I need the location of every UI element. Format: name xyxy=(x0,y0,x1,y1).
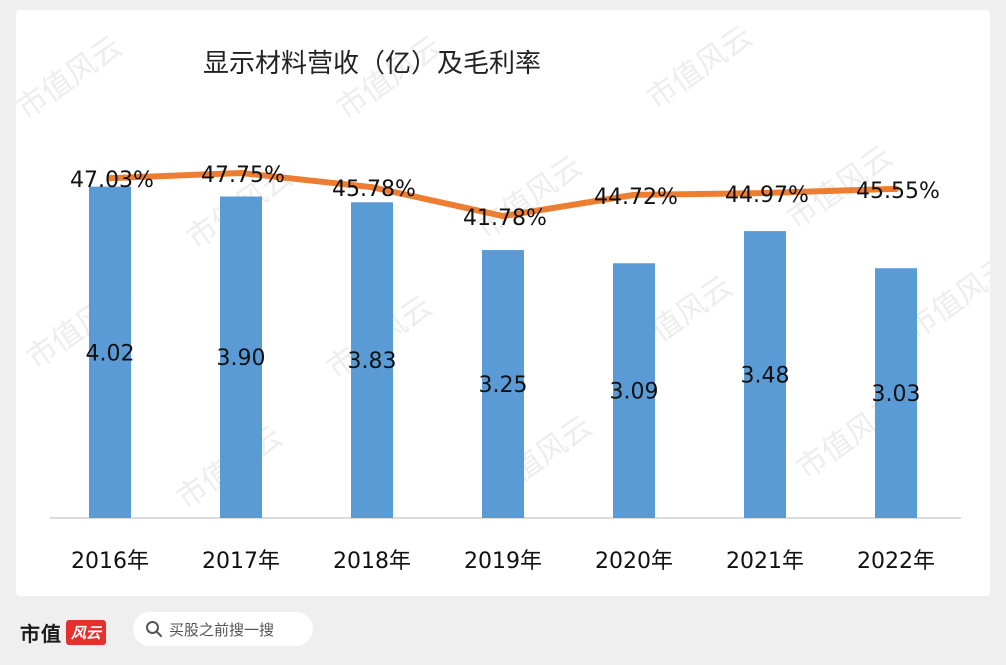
line-value-label: 41.78% xyxy=(463,206,547,231)
brand-logo[interactable]: 市值 风云 xyxy=(20,616,106,648)
bar-value-label: 3.25 xyxy=(479,373,528,398)
watermark-text: 市值风云 xyxy=(16,29,129,126)
bar-value-label: 3.48 xyxy=(741,364,790,389)
line-value-label: 45.78% xyxy=(332,177,416,202)
page-background: 市值风云 市值风云 市值风云 市值风云 市值风云 市值风云 市值风云 市值风云 市值风云 市值风云… xyxy=(0,0,1006,665)
chart-title: 显示材料营收（亿）及毛利率 xyxy=(203,49,541,79)
bar-value-label: 3.83 xyxy=(348,349,397,374)
search-placeholder: 买股之前搜一搜 xyxy=(169,619,274,640)
watermark-text: 市值风云 xyxy=(641,19,759,116)
x-tick-label: 2019年 xyxy=(464,549,542,574)
chart-card: 市值风云 市值风云 市值风云 市值风云 市值风云 市值风云 市值风云 市值风云 市值风云 市值风云… xyxy=(16,10,990,596)
bar-value-label: 3.90 xyxy=(217,346,266,371)
line-value-label: 47.03% xyxy=(70,168,154,193)
x-tick-label: 2021年 xyxy=(726,549,804,574)
footer-bar: 市值 风云 买股之前搜一搜 xyxy=(0,598,1006,665)
bar-value-label: 3.03 xyxy=(872,382,921,407)
bar-value-label: 4.02 xyxy=(86,341,135,366)
bar-value-label: 3.09 xyxy=(610,380,659,405)
line-value-label: 47.75% xyxy=(201,163,285,188)
search-box[interactable]: 买股之前搜一搜 xyxy=(133,612,313,646)
search-icon xyxy=(145,620,163,638)
watermark-text: 市值风云 xyxy=(471,149,589,246)
brand-logo-mark: 风云 xyxy=(66,620,106,645)
x-tick-label: 2017年 xyxy=(202,549,280,574)
line-value-label: 44.97% xyxy=(725,183,809,208)
x-tick-label: 2016年 xyxy=(71,549,149,574)
x-tick-label: 2022年 xyxy=(857,549,935,574)
x-tick-label: 2018年 xyxy=(333,549,411,574)
line-value-label: 44.72% xyxy=(594,185,678,210)
brand-name: 市值 xyxy=(20,618,62,647)
x-tick-label: 2020年 xyxy=(595,549,673,574)
line-value-label: 45.55% xyxy=(856,179,940,204)
x-tick-labels: 2016年 2017年 2018年 2019年 2020年 2021年 2022年 xyxy=(71,549,935,574)
